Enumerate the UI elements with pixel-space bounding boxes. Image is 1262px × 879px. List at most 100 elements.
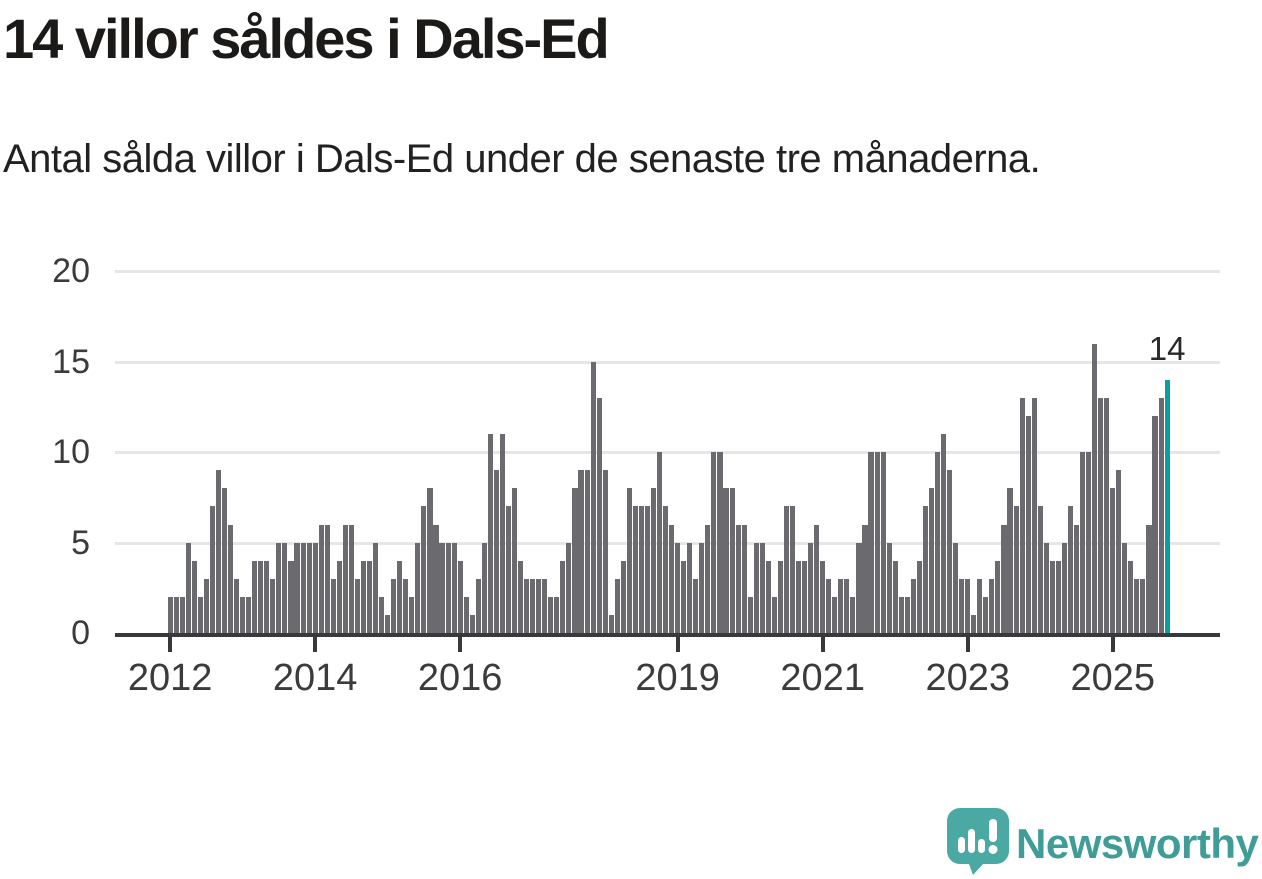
- bar: [832, 596, 838, 633]
- bar: [687, 542, 693, 633]
- bar: [795, 560, 802, 633]
- bar: [916, 560, 922, 633]
- x-axis-tick-label: 2025: [1070, 657, 1155, 699]
- bar: [735, 524, 741, 633]
- bar: [463, 596, 469, 633]
- y-axis-tick-label: 15: [52, 342, 90, 381]
- bar: [1079, 452, 1086, 633]
- bar: [191, 560, 197, 633]
- y-gridline: [115, 360, 1220, 364]
- bar: [965, 578, 971, 633]
- bar: [457, 560, 463, 633]
- bar: [560, 560, 566, 633]
- bar: [904, 596, 910, 633]
- bar: [614, 578, 620, 633]
- bar: [608, 614, 614, 633]
- bar: [203, 578, 209, 633]
- bar: [373, 542, 379, 633]
- bar: [922, 506, 928, 633]
- bar: [1001, 524, 1007, 633]
- bar: [838, 578, 844, 633]
- bar: [312, 542, 318, 633]
- bar: [445, 542, 451, 633]
- bar: [439, 542, 445, 633]
- bar: [711, 452, 717, 633]
- bar: [1031, 397, 1037, 633]
- bar: [771, 596, 777, 633]
- bar: [505, 506, 512, 633]
- bar: [578, 470, 584, 633]
- bar: [572, 488, 578, 633]
- bar: [173, 596, 179, 633]
- bar: [983, 596, 989, 633]
- bar: [1007, 488, 1013, 633]
- bar: [167, 596, 173, 633]
- bar: [808, 542, 814, 633]
- y-axis-tick-label: 10: [52, 433, 90, 472]
- newsworthy-logo: Newsworthy: [947, 808, 1259, 875]
- bar: [427, 488, 433, 633]
- bar: [850, 596, 856, 633]
- bar: [989, 578, 995, 633]
- bar: [415, 542, 421, 633]
- bar: [288, 560, 294, 633]
- bar: [360, 560, 367, 633]
- highlighted-bar: [1164, 379, 1170, 633]
- bar: [928, 488, 934, 633]
- bar: [342, 524, 348, 633]
- bar: [910, 578, 916, 633]
- bar: [862, 524, 868, 633]
- bar: [596, 397, 602, 633]
- bar: [1098, 397, 1104, 633]
- x-axis-tick: [1110, 637, 1115, 652]
- bar: [475, 578, 481, 633]
- bar: [1122, 542, 1128, 633]
- bar: [234, 578, 240, 633]
- y-axis-tick-label: 20: [52, 252, 90, 291]
- bar: [530, 578, 536, 633]
- bar: [409, 596, 415, 633]
- bar: [638, 506, 644, 633]
- bar: [258, 560, 264, 633]
- bar: [844, 578, 850, 633]
- speech-bubble-chart-icon: [947, 808, 1009, 875]
- x-axis-tick-label: 2016: [417, 657, 503, 699]
- bar: [741, 524, 747, 633]
- x-axis-tick: [313, 637, 318, 652]
- bar: [723, 488, 729, 633]
- bar: [977, 578, 983, 633]
- bar: [693, 578, 699, 633]
- bar: [626, 488, 632, 633]
- bar: [663, 506, 669, 633]
- bar: [995, 560, 1001, 633]
- bar-chart: 0 5 10 15 20 2012 2014 2016 2019 2021 2023 2025 14: [52, 252, 1220, 699]
- bar: [548, 596, 554, 633]
- bar: [421, 506, 427, 633]
- bar: [433, 524, 439, 633]
- bar: [354, 578, 360, 633]
- bar: [657, 452, 663, 633]
- bar: [185, 542, 191, 633]
- bar: [215, 470, 222, 633]
- bar: [300, 542, 306, 633]
- bar: [385, 614, 391, 633]
- bar: [802, 560, 808, 633]
- bar: [898, 596, 904, 633]
- bar: [554, 596, 560, 633]
- bar: [179, 596, 185, 633]
- bar: [246, 596, 252, 633]
- bar: [699, 542, 705, 633]
- bar: [1158, 397, 1164, 633]
- bar: [1140, 578, 1146, 633]
- x-axis-tick: [458, 637, 463, 652]
- bar: [1104, 397, 1110, 633]
- bar: [886, 542, 892, 633]
- x-axis-tick: [820, 637, 825, 652]
- highlight-value-label: 14: [1148, 330, 1186, 367]
- y-gridline: [115, 270, 1220, 274]
- bar: [681, 560, 687, 633]
- chart-subtitle: Antal sålda villor i Dals-Ed under de se…: [3, 137, 1041, 181]
- bar: [705, 524, 711, 633]
- bar: [318, 524, 324, 633]
- bar: [892, 560, 898, 633]
